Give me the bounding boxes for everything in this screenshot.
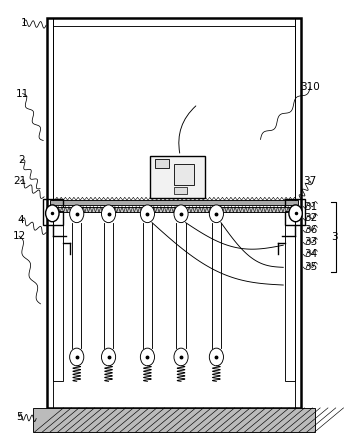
Circle shape <box>209 205 223 222</box>
Text: 310: 310 <box>300 82 320 92</box>
Bar <box>285 211 295 381</box>
Bar <box>53 211 63 381</box>
Circle shape <box>140 348 154 366</box>
Text: 36: 36 <box>304 226 317 235</box>
Circle shape <box>209 348 223 366</box>
Bar <box>174 187 186 194</box>
Text: 1: 1 <box>20 18 27 28</box>
Circle shape <box>70 205 84 222</box>
Text: 12: 12 <box>12 231 26 241</box>
Bar <box>43 199 62 225</box>
Text: 3: 3 <box>332 232 338 242</box>
Text: 11: 11 <box>16 89 29 99</box>
Text: 21: 21 <box>13 176 27 186</box>
Text: 33: 33 <box>304 238 317 247</box>
Circle shape <box>102 205 116 222</box>
Text: 5: 5 <box>16 412 22 422</box>
Circle shape <box>174 348 188 366</box>
Bar <box>150 156 205 198</box>
Bar <box>174 164 193 185</box>
Text: 2: 2 <box>18 155 24 165</box>
Bar <box>50 200 298 206</box>
Circle shape <box>289 205 302 222</box>
Bar <box>55 207 293 212</box>
Circle shape <box>70 348 84 366</box>
Text: 4: 4 <box>18 215 24 225</box>
Circle shape <box>45 205 59 222</box>
Circle shape <box>102 348 116 366</box>
Text: 34: 34 <box>304 250 317 259</box>
Bar <box>155 159 169 168</box>
Circle shape <box>140 205 154 222</box>
Text: 32: 32 <box>304 214 317 223</box>
Text: 31: 31 <box>304 202 317 211</box>
Bar <box>47 18 301 408</box>
Circle shape <box>174 205 188 222</box>
Text: 37: 37 <box>304 176 317 186</box>
Bar <box>33 408 315 432</box>
Text: 35: 35 <box>304 262 317 272</box>
Bar <box>285 199 305 225</box>
